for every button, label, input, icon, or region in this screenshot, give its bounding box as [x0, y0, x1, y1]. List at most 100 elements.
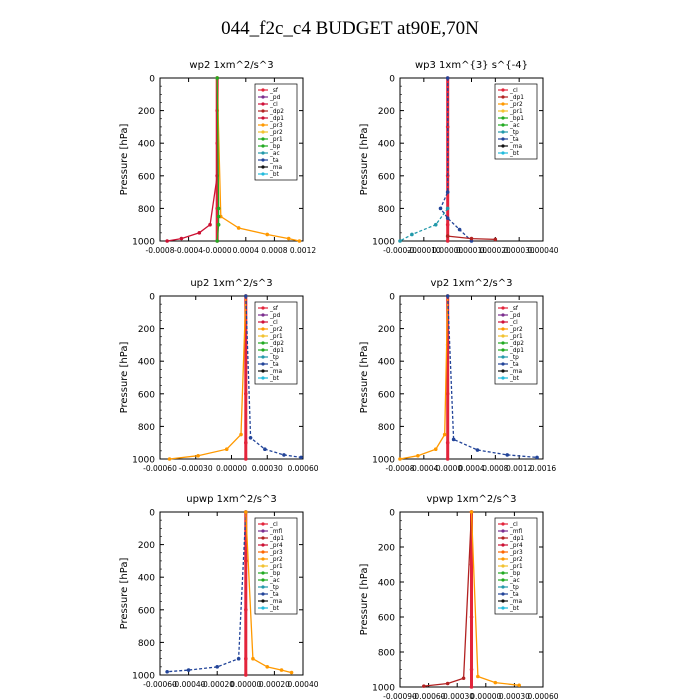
legend-label: _pr2 — [509, 327, 523, 333]
legend-marker — [261, 550, 265, 554]
legend-label: _pd — [509, 313, 521, 319]
legend-marker — [501, 606, 505, 610]
legend-label: _pr2 — [269, 130, 283, 136]
y-tick-label: 1000 — [132, 672, 155, 682]
data-point — [438, 206, 443, 211]
data-point — [445, 681, 450, 686]
legend-marker — [261, 116, 265, 120]
data-point — [179, 236, 184, 241]
y-axis-label: Pressure [hPa] — [359, 124, 370, 196]
data-point — [196, 453, 200, 458]
x-tick-label: 0.00060 — [287, 464, 318, 473]
legend-marker — [501, 341, 505, 345]
legend-marker — [261, 172, 265, 176]
legend-label: _dp1 — [269, 348, 284, 354]
x-tick-label: 0.0008 — [482, 464, 508, 473]
legend-marker — [261, 348, 265, 352]
x-tick-label: 0.00040 — [527, 246, 558, 255]
legend-marker — [501, 348, 505, 352]
legend-label: _ac — [269, 578, 280, 584]
data-point — [282, 453, 286, 457]
data-point — [248, 436, 253, 440]
subplot-title: wp2 1xm^2/s^3 — [189, 60, 273, 71]
data-point — [445, 294, 450, 298]
legend-marker — [501, 550, 505, 554]
legend-label: _dp1 — [269, 116, 284, 122]
y-axis-label: Pressure [hPa] — [119, 558, 130, 630]
legend-marker — [501, 536, 505, 540]
x-tick-label: -0.00030 — [440, 692, 474, 700]
x-tick-label: 0.00000 — [470, 692, 501, 700]
y-tick-label: 600 — [138, 172, 155, 182]
legend-label: _pr1 — [509, 109, 523, 115]
legend-marker — [261, 109, 265, 113]
legend-label: _pr2 — [509, 102, 523, 108]
legend-marker — [501, 599, 505, 603]
x-tick-label: 0.00060 — [527, 692, 558, 700]
data-point — [398, 239, 402, 243]
y-tick-label: 200 — [138, 325, 155, 335]
data-point — [445, 234, 450, 238]
data-point — [469, 510, 474, 514]
x-tick-label: -0.0008 — [146, 246, 175, 255]
legend-label: _cl — [269, 320, 278, 326]
x-tick-label: 0.0004 — [233, 246, 259, 255]
x-tick-label: 0.00000 — [230, 680, 261, 689]
legend-label: _ac — [509, 123, 520, 129]
y-tick-label: 1000 — [372, 456, 395, 466]
legend-label: _dp1 — [509, 348, 524, 354]
series-line-ta — [167, 511, 247, 673]
y-tick-label: 400 — [138, 358, 155, 368]
x-tick-label: -0.00030 — [179, 464, 213, 473]
data-point — [224, 447, 229, 452]
legend-marker — [261, 158, 265, 162]
x-tick-label: 0.0004 — [458, 464, 484, 473]
data-point — [535, 455, 539, 460]
legend-label: _mfl — [269, 529, 283, 535]
y-axis-label: Pressure [hPa] — [359, 564, 370, 636]
subplot-title: upwp 1xm^2/s^3 — [186, 494, 276, 505]
x-tick-label: 0.00000 — [216, 464, 247, 473]
x-tick-label: -0.00020 — [383, 246, 417, 255]
legend-marker — [261, 585, 265, 589]
legend-label: _bp1 — [509, 116, 524, 122]
subplot-title: vpwp 1xm^2/s^3 — [426, 494, 516, 505]
data-point — [186, 668, 191, 672]
data-point — [215, 239, 219, 243]
y-tick-label: 200 — [378, 544, 395, 554]
data-point — [244, 608, 248, 612]
data-point — [244, 343, 248, 347]
data-point — [445, 222, 450, 227]
x-tick-label: -0.00060 — [412, 692, 446, 700]
legend-label: _tp — [509, 130, 519, 136]
data-point — [442, 432, 447, 437]
series-line-dp1 — [423, 511, 473, 687]
data-point — [493, 237, 498, 242]
legend-marker — [261, 165, 265, 169]
legend-label: _cl — [509, 88, 518, 94]
legend-label: _ma — [269, 599, 283, 605]
legend-label: _mfl — [509, 529, 523, 535]
y-tick-label: 400 — [138, 574, 155, 584]
legend-label: _ma — [509, 144, 523, 150]
data-point — [215, 76, 219, 80]
legend-marker — [501, 116, 505, 120]
legend-label: _ta — [269, 592, 279, 598]
data-point — [279, 668, 284, 672]
legend-marker — [261, 543, 265, 547]
subplot-title: up2 1xm^2/s^3 — [190, 278, 272, 289]
legend-label: _cl — [509, 320, 518, 326]
legend-label: _pd — [269, 95, 281, 101]
legend-marker — [261, 341, 265, 345]
x-tick-label: -0.00040 — [172, 680, 206, 689]
legend-marker — [501, 571, 505, 575]
data-point — [236, 656, 241, 661]
data-point — [215, 665, 219, 669]
x-tick-label: 0.00020 — [259, 680, 290, 689]
data-point — [299, 455, 303, 460]
legend-marker — [261, 327, 265, 331]
y-tick-label: 0 — [149, 293, 155, 303]
data-point — [433, 222, 438, 227]
legend-marker — [501, 95, 505, 99]
